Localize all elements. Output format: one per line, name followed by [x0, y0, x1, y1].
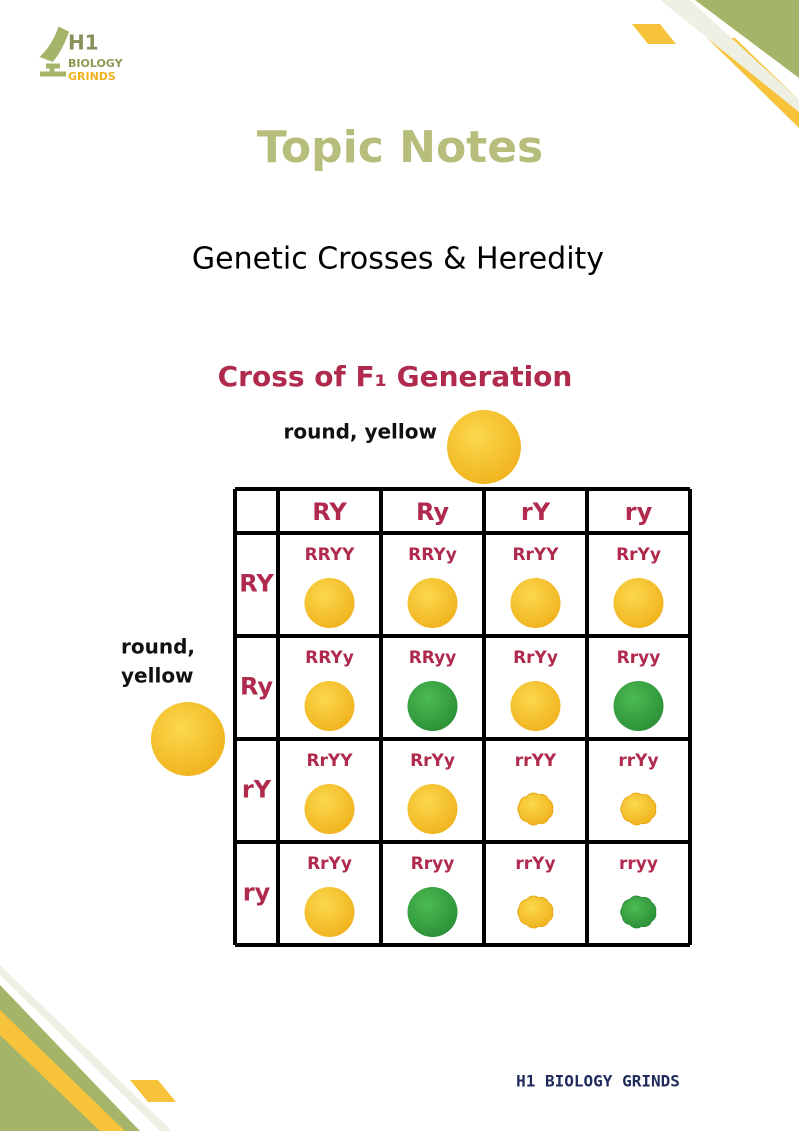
- seed-wrinkled: [620, 792, 657, 826]
- seed: [304, 578, 355, 628]
- genotype: RRYY: [305, 545, 356, 565]
- seed: [613, 681, 664, 731]
- left-parent-line: round,: [121, 635, 195, 659]
- seed: [407, 578, 458, 628]
- seed: [304, 681, 355, 731]
- row-header: RY: [239, 570, 274, 598]
- genotype: Rryy: [411, 854, 455, 874]
- genotype: RRyy: [409, 648, 457, 668]
- seed: [407, 784, 458, 834]
- logo-biology: BIOLOGY: [68, 57, 124, 70]
- subtitle: Genetic Crosses & Heredity: [192, 242, 604, 277]
- logo-h1: H1: [68, 31, 99, 55]
- genotype: RrYy: [513, 648, 558, 668]
- column-header: Ry: [416, 498, 449, 526]
- genotype: RrYY: [512, 545, 559, 565]
- top-parent-seed: [447, 410, 521, 484]
- column-header: RY: [312, 498, 347, 526]
- seed-wrinkled: [620, 895, 657, 929]
- genotype: rrYY: [515, 751, 557, 771]
- left-parent-seed: [151, 702, 225, 776]
- genotype: RrYy: [410, 751, 455, 771]
- punnett-square: RY Ry rY ry RY RRYY RRYy RrYY RrYy Ry RRYy RRyy RrYy…: [233, 487, 692, 947]
- row-header: rY: [242, 776, 272, 804]
- seed: [510, 681, 561, 731]
- left-parent-line: yellow: [121, 664, 194, 688]
- genotype: RrYy: [616, 545, 661, 565]
- title: Topic Notes: [257, 122, 544, 173]
- genotype: RRYy: [408, 545, 457, 565]
- top-parent: round, yellow: [284, 420, 438, 444]
- column-header: rY: [521, 498, 551, 526]
- genotype: Rryy: [617, 648, 661, 668]
- seed: [304, 887, 355, 937]
- seed: [407, 681, 458, 731]
- genotype: rrYy: [515, 854, 555, 874]
- genotype: RrYy: [307, 854, 352, 874]
- column-header: ry: [625, 498, 653, 526]
- seed: [613, 578, 664, 628]
- seed: [407, 887, 458, 937]
- logo: H1 BIOLOGY GRINDS: [39, 26, 124, 83]
- seed: [510, 578, 561, 628]
- genotype: RRYy: [305, 648, 354, 668]
- row-header: Ry: [240, 673, 273, 701]
- row-header: ry: [243, 879, 271, 907]
- genotype: RrYY: [306, 751, 353, 771]
- footer: H1 BIOLOGY GRINDS: [516, 1072, 680, 1091]
- logo-grinds: GRINDS: [68, 70, 116, 83]
- genotype: rryy: [619, 854, 658, 874]
- seed-wrinkled: [517, 895, 554, 929]
- diagram-title: Cross of F₁ Generation: [218, 360, 573, 393]
- seed-wrinkled: [517, 792, 554, 826]
- genotype: rrYy: [618, 751, 658, 771]
- seed: [304, 784, 355, 834]
